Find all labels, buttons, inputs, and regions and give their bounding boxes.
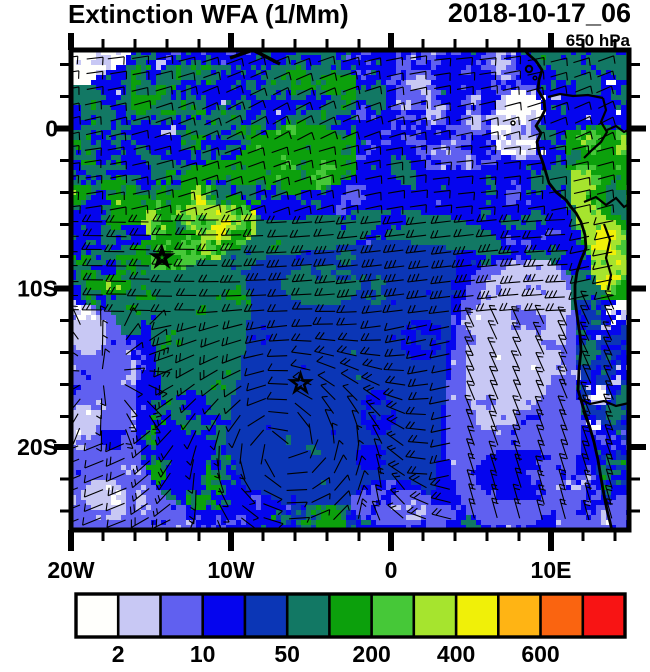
svg-text:Extinction WFA (1/Mm): Extinction WFA (1/Mm) [68,0,349,29]
svg-text:10S: 10S [17,276,58,302]
svg-text:650 hPa: 650 hPa [566,31,631,50]
svg-text:20W: 20W [47,557,95,583]
svg-text:20S: 20S [17,434,58,460]
svg-text:600: 600 [521,641,559,667]
svg-text:10E: 10E [531,557,572,583]
svg-text:10W: 10W [207,557,255,583]
svg-text:50: 50 [274,641,300,667]
svg-text:2018-10-17_06: 2018-10-17_06 [448,0,631,28]
svg-text:200: 200 [352,641,390,667]
svg-text:10: 10 [190,641,216,667]
svg-text:2: 2 [112,641,125,667]
svg-text:400: 400 [437,641,475,667]
svg-text:0: 0 [45,116,58,142]
svg-text:0: 0 [385,557,398,583]
